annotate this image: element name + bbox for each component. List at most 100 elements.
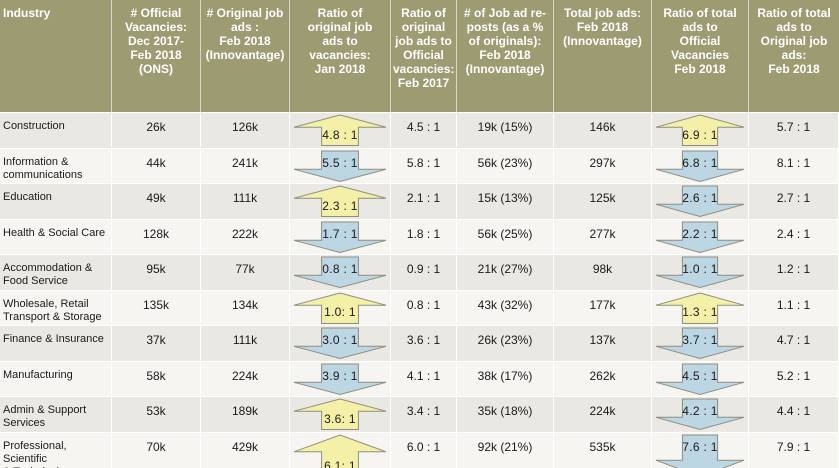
ratio-original-to-vacancies-cell: 0.8 : 1 — [290, 254, 391, 290]
down-arrow-icon — [656, 151, 744, 182]
industry-name-line: Services — [3, 417, 46, 429]
header-ratio-total-to-official-line: Ratio of total — [663, 6, 737, 20]
ratio-total-to-original-cell: 7.9 : 1 — [749, 431, 839, 468]
down-arrow-badge: 6.8 : 1 — [656, 151, 744, 182]
ratio-total-to-original-cell: 8.1 : 1 — [749, 147, 839, 183]
up-arrow-badge: 6.1: 1 — [294, 435, 386, 468]
up-arrow-icon — [294, 435, 386, 468]
industry-cell: Professional, Scientific& Technical — [0, 431, 112, 468]
job-ad-reposts-cell: 38k (17%) — [457, 360, 554, 396]
total-job-ads-cell: 177k — [554, 289, 652, 325]
job-ad-reposts-cell: 56k (25%) — [457, 218, 554, 254]
ratio-value: 4.5 : 1 — [682, 368, 718, 383]
ratio-original-to-vacancies-cell: 1.0: 1 — [290, 289, 391, 325]
down-arrow-icon — [656, 257, 744, 288]
original-job-ads-cell: 111k — [201, 183, 290, 219]
table-body: Construction 26k 126k 4.8 : 1 4.5 : 1 19k (15… — [0, 112, 839, 468]
job-ad-reposts-cell: 21k (27%) — [457, 254, 554, 290]
original-job-ads-cell: 134k — [201, 289, 290, 325]
header-ratio-original-to-official-feb-2017-line: job ads to — [395, 34, 452, 48]
ratio-total-to-official-cell: 1.0 : 1 — [652, 254, 749, 290]
header-ratio-total-to-official-line: ads to — [682, 20, 718, 34]
ratio-original-to-official-feb-2017-cell: 5.8 : 1 — [391, 147, 457, 183]
table-row: Information & communications 44k 241k 5.5 : … — [0, 147, 839, 183]
job-ad-reposts-cell: 43k (32%) — [457, 289, 554, 325]
down-arrow-icon — [656, 399, 744, 430]
header-ratio-original-to-official-feb-2017-line: original — [401, 20, 446, 34]
header-official-vacancies: # Official Vacancies: Dec 2017- Feb 2018 (ON… — [112, 0, 201, 112]
ratio-total-to-original-cell: 5.7 : 1 — [749, 112, 839, 148]
table-row: Professional, Scientific& Technical70k42… — [0, 431, 839, 468]
official-vacancies-cell: 128k — [112, 218, 201, 254]
official-vacancies-cell: 135k — [112, 289, 201, 325]
down-arrow-icon — [656, 328, 744, 359]
ratio-original-to-vacancies-cell: 3.9 : 1 — [290, 360, 391, 396]
ratio-value: 7.6 : 1 — [682, 439, 718, 454]
ratio-value: 2.6 : 1 — [682, 191, 718, 205]
header-total-job-ads: Total job ads: Feb 2018 (Innovantage) — [554, 0, 652, 112]
header-ratio-total-to-original-line: Original job — [760, 34, 828, 48]
ratio-original-to-vacancies-cell: 3.6: 1 — [290, 396, 391, 432]
industry-name-line: Information & — [3, 155, 69, 168]
header-ratio-total-to-official: Ratio of total ads to Official Vacancies Feb… — [652, 0, 749, 112]
original-job-ads-cell: 77k — [201, 254, 290, 290]
down-arrow-icon — [656, 435, 744, 468]
ratio-total-to-official-cell: 2.6 : 1 — [652, 183, 749, 219]
ratio-value: 1.0: 1 — [324, 305, 356, 319]
industry-name-line: Food Service — [3, 275, 68, 287]
ratio-value: 6.8 : 1 — [682, 155, 718, 170]
down-arrow-icon — [656, 186, 744, 217]
ratio-total-to-official-cell: 1.3 : 1 — [652, 289, 749, 325]
header-official-vacancies-line: Feb 2018 — [130, 48, 182, 62]
down-arrow-badge: 3.9 : 1 — [294, 364, 386, 395]
down-arrow-badge: 1.7 : 1 — [294, 222, 386, 253]
up-arrow-badge: 3.6: 1 — [294, 399, 386, 430]
down-arrow-badge: 4.2 : 1 — [656, 399, 744, 430]
job-ad-reposts-cell: 92k (21%) — [457, 431, 554, 468]
ratio-total-to-original-cell: 2.7 : 1 — [749, 183, 839, 219]
header-official-vacancies-line: # Official — [130, 6, 182, 20]
down-arrow-badge: 0.8 : 1 — [294, 257, 386, 288]
down-arrow-icon — [294, 151, 386, 182]
ratio-value: 2.2 : 1 — [682, 226, 718, 241]
table-row: Admin & Support Services 53k 189k 3.6: 1 3.4 … — [0, 396, 839, 432]
header-ratio-total-to-official-line: Official — [679, 34, 721, 48]
ratio-total-to-official-cell: 4.5 : 1 — [652, 360, 749, 396]
header-ratio-total-to-original-line: Ratio of total — [757, 6, 831, 20]
ratio-value: 1.3 : 1 — [682, 305, 718, 319]
industry-cell: Finance & Insurance — [0, 325, 112, 361]
industry-cell: Wholesale, Retail Transport & Storage — [0, 289, 112, 325]
down-arrow-badge: 2.2 : 1 — [656, 222, 744, 253]
ratio-value: 1.0 : 1 — [682, 262, 718, 276]
header-job-ad-reposts-line: posts (as a % — [466, 20, 544, 34]
original-job-ads-cell: 241k — [201, 147, 290, 183]
header-ratio-total-to-original: Ratio of total ads to Original job ads: Feb … — [749, 0, 839, 112]
down-arrow-badge: 3.7 : 1 — [656, 328, 744, 359]
official-vacancies-cell: 53k — [112, 396, 201, 432]
ratio-value: 3.9 : 1 — [322, 368, 358, 383]
header-ratio-original-to-official-feb-2017-line: Official — [403, 48, 444, 62]
industry-name-line: Finance & Insurance — [3, 333, 104, 345]
down-arrow-badge: 2.6 : 1 — [656, 186, 744, 217]
ratio-value: 4.2 : 1 — [682, 404, 718, 418]
original-job-ads-cell: 429k — [201, 431, 290, 468]
header-official-vacancies-line: Dec 2017- — [127, 34, 185, 48]
ratio-value: 3.0 : 1 — [322, 333, 358, 347]
header-original-job-ads-line: (Innovantage) — [205, 48, 285, 62]
header-ratio-total-to-original-line: ads: — [781, 48, 807, 62]
total-job-ads-cell: 125k — [554, 183, 652, 219]
ratio-original-to-vacancies-cell: 1.7 : 1 — [290, 218, 391, 254]
up-arrow-icon — [294, 115, 386, 146]
industry-cell: Information & communications — [0, 147, 112, 183]
ratio-value: 5.5 : 1 — [322, 155, 358, 170]
industry-name-line: communications — [3, 168, 83, 181]
job-ad-reposts-cell: 35k (18%) — [457, 396, 554, 432]
table-row: Accommodation & Food Service 95k 77k 0.8 : 1… — [0, 254, 839, 290]
header-official-vacancies-line: Vacancies: — [124, 20, 188, 34]
industry-name-line: Wholesale, Retail — [3, 297, 89, 310]
ratio-value: 6.9 : 1 — [682, 127, 718, 142]
header-ratio-original-to-official-feb-2017-line: vacancies: — [393, 62, 455, 76]
header-ratio-total-to-original-line: ads to — [776, 20, 812, 34]
ratio-original-to-official-feb-2017-cell: 2.1 : 1 — [391, 183, 457, 219]
header-original-job-ads: # Original job ads : Feb 2018 (Innovantage) — [201, 0, 290, 112]
